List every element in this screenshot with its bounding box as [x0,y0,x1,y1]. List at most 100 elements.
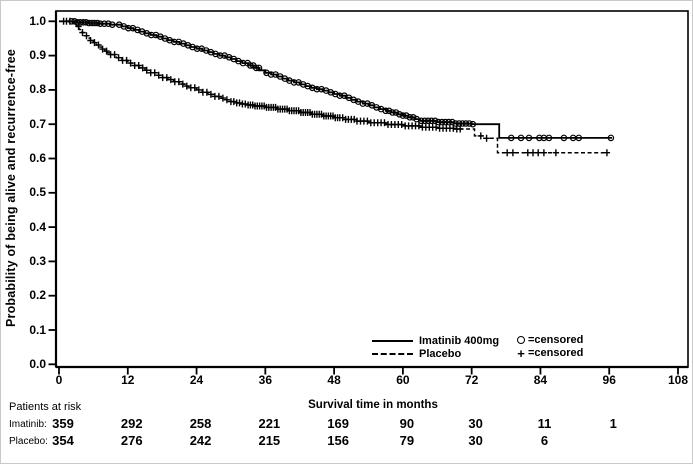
censor-mark-circle [109,21,116,29]
censor-mark-circle [607,134,615,142]
risk-count: 6 [540,433,549,448]
censor-mark-circle [525,134,533,142]
censor-mark-circle [421,117,429,125]
censor-mark-circle [452,120,459,127]
censored-plus-icon: + [517,345,525,361]
risk-count: 11 [537,416,552,431]
censor-mark-circle [466,120,473,127]
censor-mark-circle [575,134,583,142]
risk-count: 90 [399,416,415,431]
risk-count: 258 [189,416,212,431]
censor-mark-plus [103,47,110,55]
risk-count: 30 [468,433,483,448]
legend-censored-circle-row: =censored [517,333,583,347]
risk-count: 156 [327,433,349,448]
censor-mark-plus [163,74,170,82]
censor-mark-circle [170,38,178,46]
censor-mark-plus [79,29,86,37]
legend-censored-plus-row: + =censored [517,347,583,361]
censor-mark-plus [66,17,74,25]
censor-mark-circle [399,112,407,119]
legend-item-placebo: Placebo [372,348,499,362]
x-tick-label: 108 [667,373,689,387]
censor-mark-circle [560,134,568,142]
censor-mark-circle [148,31,155,39]
legend-censored: =censored + =censored [517,333,583,360]
risk-count: 169 [327,416,349,431]
censor-mark-plus [87,37,94,44]
censor-mark-circle [545,134,553,142]
y-tick-label: 0.1 [29,322,46,337]
censor-mark-plus [535,149,542,157]
censor-mark-plus [398,121,405,128]
censor-mark-circle [392,109,400,116]
censor-mark-circle [462,120,470,127]
risk-count: 242 [189,433,212,448]
x-tick-label: 36 [258,373,272,387]
y-tick-label: 0.6 [29,151,46,165]
risk-count: 359 [52,416,74,431]
censor-mark-plus [457,125,464,133]
censor-mark-circle [438,118,446,126]
censor-mark-plus [99,45,106,53]
x-tick-label: 0 [55,373,63,387]
censor-mark-circle [359,100,367,107]
censor-mark-circle [255,64,263,72]
censor-mark-circle [406,114,414,121]
censor-mark-plus [504,149,511,157]
risk-count: 221 [258,416,281,431]
censor-mark-plus [203,88,211,96]
risk-row-imatinib-label: Imatinib: [9,419,47,430]
censor-mark-plus [230,98,237,106]
risk-row-placebo-label: Placebo: [9,436,48,447]
risk-count: 276 [120,433,143,448]
censor-mark-circle [424,117,432,125]
censor-mark-circle [459,120,466,127]
censor-mark-circle [517,134,525,142]
censor-mark-circle [431,117,439,125]
censor-mark-plus [207,90,215,98]
censor-mark-plus [364,117,371,125]
y-tick-label: 0.9 [29,48,46,63]
censor-mark-circle [313,85,321,93]
censor-mark-plus [83,32,90,40]
censor-mark-plus [509,149,517,157]
censor-mark-circle [252,64,260,72]
censored-plus-label: =censored [528,347,584,360]
censor-mark-circle [455,120,463,127]
risk-count: 30 [468,416,483,431]
solid-line-icon [372,339,413,342]
censor-mark-circle [535,134,543,142]
risk-row-placebo: Placebo: 354 276 242 215 156 79 30 6 [1,433,692,449]
censor-mark-circle [396,111,403,118]
censor-mark-circle [290,79,298,86]
censor-mark-circle [105,20,112,28]
censor-mark-plus [155,71,162,79]
censor-mark-plus [381,119,388,127]
dashed-line-icon [372,353,413,356]
censor-mark-circle [389,109,396,116]
y-tick-label: 0.7 [29,116,46,131]
censor-mark-plus [175,78,182,86]
censor-mark-circle [382,107,390,115]
legend: Imatinib 400mg Placebo [372,334,499,361]
censor-mark-circle [336,92,344,100]
legend-item-imatinib: Imatinib 400mg [372,334,499,348]
censor-mark-circle [402,112,410,119]
censor-mark-circle [428,117,435,125]
censor-mark-plus [552,149,560,157]
censor-mark-plus [75,22,82,30]
x-tick-label: 84 [533,373,548,387]
x-tick-label: 48 [327,373,341,387]
censor-mark-plus [195,86,202,94]
censor-mark-plus [123,56,130,64]
y-tick-label: 0.8 [29,82,46,97]
censor-mark-circle [247,62,254,69]
censor-mark-circle [445,118,453,126]
y-tick-label: 0.5 [29,185,46,200]
x-tick-label: 96 [602,373,616,387]
y-tick-label: 0.0 [29,356,46,371]
censor-mark-circle [385,107,393,115]
censor-mark-plus [167,76,174,84]
